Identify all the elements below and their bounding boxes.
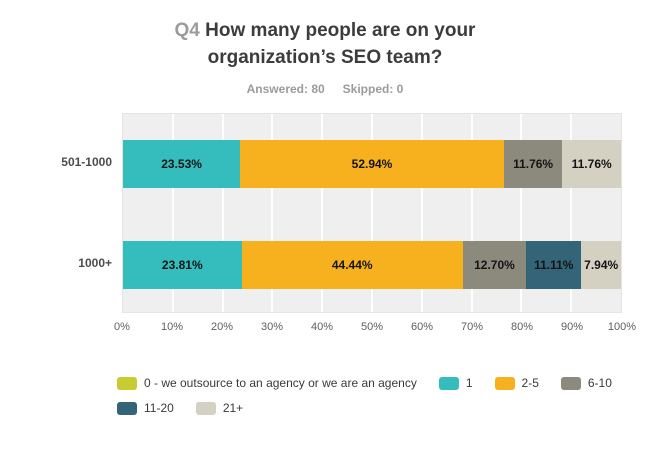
legend-label: 6-10	[587, 376, 612, 390]
x-tick-label: 50%	[360, 321, 384, 333]
segment-1: 23.53%	[123, 140, 241, 188]
segment-2-5: 44.44%	[241, 241, 463, 289]
legend-label: 21+	[222, 401, 244, 415]
segment-1: 23.81%	[123, 241, 242, 289]
bar-1000+: 23.81% 44.44% 12.70% 11.11% 7.94%	[123, 241, 621, 289]
segment-value-label: 12.70%	[474, 258, 515, 272]
gridline	[321, 114, 324, 312]
x-tick-label: 80%	[510, 321, 534, 333]
segment-2-5: 52.94%	[240, 140, 504, 188]
gridline	[271, 114, 274, 312]
segment-value-label: 7.94%	[584, 258, 619, 272]
legend-label: 1	[465, 376, 473, 390]
legend-item-1: 1	[438, 376, 473, 390]
plot-area: 23.53% 52.94% 11.76% 11.76% 23.81% 44.44% 12.7…	[122, 113, 622, 313]
legend-swatch	[438, 376, 459, 390]
response-summary: Answered: 80 Skipped: 0	[0, 82, 650, 96]
segment-21+: 11.76%	[562, 140, 621, 188]
segment-value-label: 52.94%	[351, 157, 393, 171]
legend-item-0 - we outsource to an agency or we are an agency: 0 - we outsource to an agency or we are …	[117, 376, 417, 390]
gridline	[221, 114, 224, 312]
segment-21+: 7.94%	[581, 241, 621, 289]
x-tick-label: 70%	[460, 321, 484, 333]
segment-value-label: 23.53%	[161, 157, 202, 171]
segment-6-10: 12.70%	[462, 241, 527, 289]
segment-value-label: 11.76%	[513, 157, 554, 171]
legend-swatch	[494, 376, 515, 390]
segment-value-label: 11.11%	[534, 258, 574, 272]
legend-item-21+: 21+	[195, 401, 244, 415]
chart-title: Q4 How many people are on your organizat…	[110, 17, 540, 71]
legend-swatch	[117, 401, 137, 415]
category-label-501-1000: 501-1000	[61, 155, 112, 169]
answered-count: Answered: 80	[246, 82, 325, 96]
legend-swatch	[560, 376, 581, 390]
legend-item-11-20: 11-20	[117, 401, 174, 415]
x-tick-label: 20%	[210, 321, 234, 333]
segment-value-label: 11.76%	[571, 157, 612, 171]
x-tick-label: 40%	[310, 321, 334, 333]
bar-501-1000: 23.53% 52.94% 11.76% 11.76%	[123, 140, 621, 188]
gridline	[171, 114, 174, 312]
x-tick-label: 10%	[160, 321, 184, 333]
question-text: How many people are on your organization…	[205, 20, 476, 68]
legend-item-6-10: 6-10	[560, 376, 612, 390]
legend-swatch	[117, 376, 137, 390]
segment-value-label: 23.81%	[161, 258, 203, 272]
skipped-count: Skipped: 0	[342, 82, 404, 96]
legend-label: 2-5	[521, 376, 539, 390]
x-tick-label: 60%	[410, 321, 434, 333]
gridline	[520, 114, 523, 312]
gridline	[371, 114, 373, 312]
segment-value-label: 44.44%	[331, 258, 373, 272]
gridline	[570, 114, 573, 312]
category-label-1000+: 1000+	[78, 256, 112, 270]
question-number: Q4	[174, 20, 200, 41]
legend-label: 0 - we outsource to an agency or we are …	[144, 376, 417, 390]
gridline	[420, 114, 423, 312]
segment-6-10: 11.76%	[503, 140, 563, 188]
legend-item-2-5: 2-5	[494, 376, 539, 390]
x-tick-label: 100%	[607, 321, 637, 333]
legend-label: 11-20	[144, 401, 174, 415]
legend: 0 - we outsource to an agency or we are …	[117, 376, 650, 415]
legend-swatch	[195, 401, 216, 415]
x-tick-label: 30%	[260, 321, 284, 333]
x-tick-label: 0%	[114, 321, 130, 333]
gridline	[470, 114, 473, 312]
x-tick-label: 90%	[560, 321, 584, 333]
segment-11-20: 11.11%	[526, 241, 582, 289]
